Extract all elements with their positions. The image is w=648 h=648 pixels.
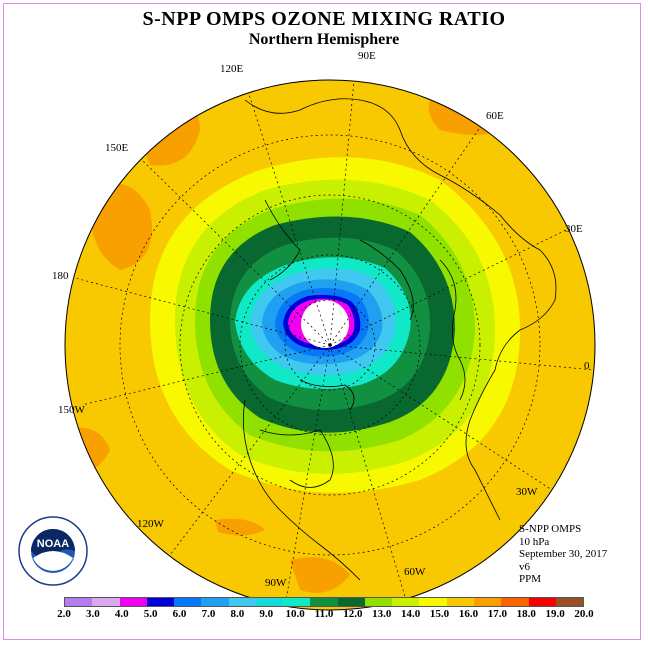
colorbar-swatch	[255, 598, 284, 606]
colorbar-tick-label: 11.0	[314, 608, 334, 620]
lon-label-30e: 30E	[565, 223, 583, 235]
image-frame	[3, 3, 641, 640]
colorbar-swatch	[528, 598, 556, 606]
colorbar-swatch	[146, 598, 175, 606]
svg-text:NOAA: NOAA	[37, 538, 69, 550]
date-label: September 30, 2017	[519, 548, 608, 560]
lon-label-0: 0	[584, 360, 590, 372]
pressure-level: 10 hPa	[519, 535, 550, 548]
colorbar-tick-label: 17.0	[487, 608, 507, 620]
colorbar-swatch	[446, 598, 474, 606]
version-label: v6	[519, 560, 530, 573]
colorbar-swatch	[310, 598, 338, 606]
colorbar-swatch	[92, 598, 120, 606]
colorbar-tick-label: 10.0	[285, 608, 305, 620]
graticule	[74, 80, 595, 607]
colorbar-tick-label: 6.0	[172, 608, 187, 620]
lon-label-90e: 90E	[358, 50, 376, 62]
colorbar-tick-label: 12.0	[343, 608, 363, 620]
no-data-polar-region	[301, 300, 349, 348]
colorbar-swatch	[337, 598, 365, 606]
noaa-logo: NOAA	[18, 516, 88, 586]
lon-label-120e: 120E	[220, 63, 244, 75]
colorbar-tick-label: 5.0	[143, 608, 158, 620]
colorbar-ticks: 2.0 3.0 4.0 5.0 6.0 7.0 8.0 9.0 10.0 11.0 12.0 13.0…	[56, 608, 596, 622]
colorbar-swatch	[201, 598, 229, 606]
instrument-label: S-NPP OMPS	[519, 523, 582, 535]
info-block: S-NPP OMPS 10 hPa September 30, 2017 v6 …	[519, 523, 607, 586]
colorbar-tick-label: 7.0	[201, 608, 216, 620]
lon-label-150e: 150E	[105, 142, 129, 154]
lon-label-180: 180	[52, 270, 69, 282]
colorbar-swatch	[228, 598, 256, 606]
colorbar-tick-label: 4.0	[114, 608, 129, 620]
lon-label-120w: 120W	[137, 518, 164, 530]
colorbar-swatch	[392, 598, 420, 606]
lon-label-90w: 90W	[265, 577, 287, 589]
lon-label-30w: 30W	[516, 486, 538, 498]
colorbar	[64, 597, 584, 607]
colorbar-swatch	[119, 598, 147, 606]
colorbar-swatch	[555, 598, 584, 606]
map-subtitle: Northern Hemisphere	[248, 31, 400, 48]
map-boundary	[64, 79, 596, 611]
colorbar-tick-label: 9.0	[259, 608, 274, 620]
coastlines	[242, 98, 557, 581]
ozone-patch-16-17	[290, 557, 350, 593]
map-title: S-NPP OMPS OZONE MIXING RATIO	[142, 8, 506, 30]
colorbar-tick-label: 16.0	[458, 608, 479, 620]
colorbar-tick-label: 13.0	[372, 608, 392, 620]
lon-label-150w: 150W	[58, 404, 85, 416]
colorbar-tick-label: 20.0	[574, 608, 594, 620]
ozone-patch-16-17	[215, 518, 265, 536]
colorbar-swatch	[473, 598, 502, 606]
lon-label-60w: 60W	[404, 566, 426, 578]
units-label: PPM	[519, 573, 542, 585]
colorbar-tick-label: 3.0	[86, 608, 100, 620]
colorbar-tick-label: 19.0	[545, 608, 565, 620]
colorbar-swatch	[65, 598, 93, 606]
colorbar-swatch	[174, 598, 202, 606]
colorbar-swatch	[501, 598, 529, 606]
colorbar-swatch	[419, 598, 447, 606]
colorbar-swatch	[283, 598, 311, 606]
colorbar-tick-label: 2.0	[57, 608, 71, 620]
colorbar-tick-label: 15.0	[429, 608, 450, 620]
colorbar-tick-label: 18.0	[516, 608, 536, 620]
colorbar-tick-label: 8.0	[230, 608, 245, 620]
colorbar-tick-label: 14.0	[401, 608, 421, 620]
colorbar-swatch	[364, 598, 393, 606]
lon-label-60e: 60E	[486, 110, 504, 122]
